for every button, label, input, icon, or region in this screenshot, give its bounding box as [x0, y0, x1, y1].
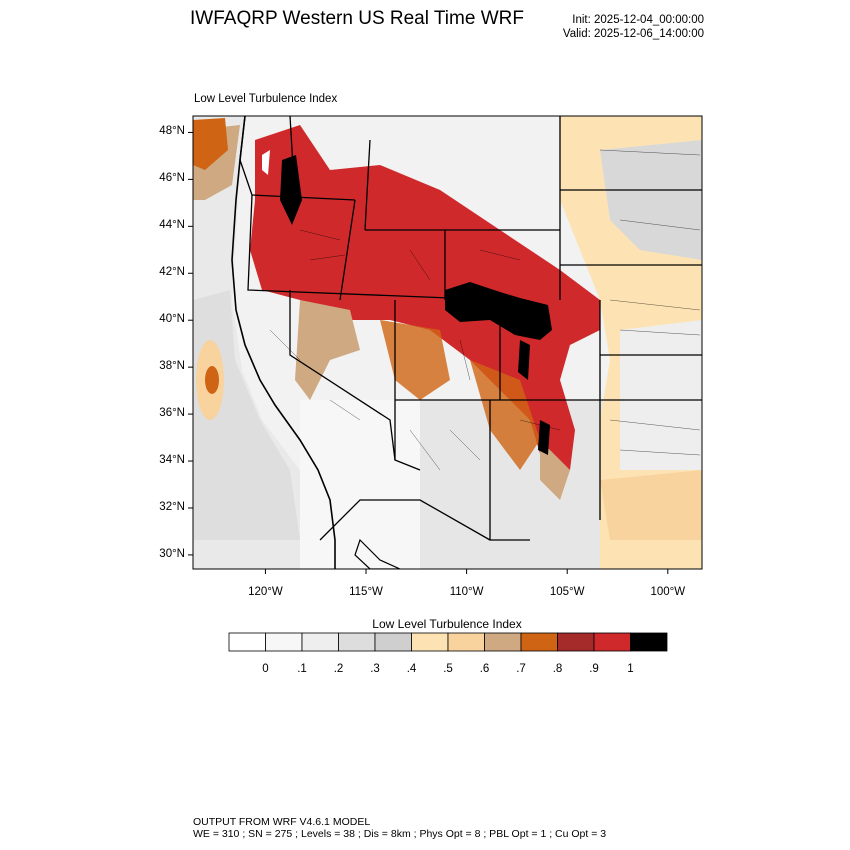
init-valid-times: Init: 2025-12-04_00:00:00 Valid: 2025-12…	[563, 13, 704, 41]
lat-tick-label: 34°N	[159, 454, 185, 467]
lon-tick-label: 100°W	[650, 586, 686, 598]
lat-tick-label: 44°N	[159, 219, 185, 232]
colorbar-swatch	[338, 632, 376, 652]
lat-tick-label: 46°N	[159, 172, 185, 185]
colorbar-label: .8	[552, 663, 563, 675]
model-info: OUTPUT FROM WRF V4.6.1 MODEL WE = 310 ; …	[193, 816, 606, 840]
colorbar-label: .4	[406, 663, 417, 675]
axis-ticks	[188, 131, 669, 574]
colorbar-swatch	[484, 632, 522, 652]
lat-tick-label: 40°N	[159, 313, 185, 326]
lat-tick-label: 30°N	[159, 547, 185, 560]
field-label: Low Level Turbulence Index	[194, 93, 338, 105]
lat-tick-label: 42°N	[159, 266, 185, 279]
lon-tick-label: 110°W	[449, 586, 484, 598]
colorbar-swatch	[630, 632, 668, 652]
colorbar-title: Low Level Turbulence Index	[372, 617, 522, 631]
colorbar-swatch	[593, 632, 631, 652]
lon-tick-label: 115°W	[349, 586, 383, 598]
lat-tick-label: 32°N	[159, 500, 185, 513]
colorbar-label: .2	[333, 663, 344, 675]
lat-tick-label: 48°N	[159, 125, 185, 138]
colorbar-swatch	[411, 632, 449, 652]
colorbar-label: 0	[262, 663, 269, 675]
colorbar-label: .3	[370, 663, 380, 675]
lon-tick-label: 105°W	[549, 586, 585, 598]
plot-title: IWFAQRP Western US Real Time WRF	[190, 8, 524, 29]
init-time: Init: 2025-12-04_00:00:00	[572, 14, 704, 26]
colorbar	[228, 632, 668, 652]
valid-time: Valid: 2025-12-06_14:00:00	[562, 28, 704, 40]
map-frame	[192, 115, 703, 570]
lat-tick-label: 36°N	[159, 407, 185, 420]
colorbar-label: .5	[443, 663, 453, 675]
colorbar-swatch	[557, 632, 595, 652]
colorbar-label: 1	[627, 663, 634, 675]
model-config: WE = 310 ; SN = 275 ; Levels = 38 ; Dis …	[193, 828, 607, 840]
colorbar-swatch	[374, 632, 412, 652]
colorbar-swatch	[520, 632, 558, 652]
model-version: OUTPUT FROM WRF V4.6.1 MODEL	[193, 816, 371, 828]
colorbar-label: .7	[516, 663, 526, 675]
map-field	[193, 116, 702, 569]
colorbar-swatch	[228, 632, 266, 652]
colorbar-swatch	[265, 632, 303, 652]
colorbar-label: .1	[297, 663, 307, 675]
colorbar-label: .6	[479, 663, 490, 675]
colorbar-swatch	[447, 632, 485, 652]
lat-tick-label: 38°N	[159, 360, 185, 373]
colorbar-swatch	[301, 632, 339, 652]
lon-tick-label: 120°W	[248, 586, 283, 598]
colorbar-label: .9	[589, 663, 599, 675]
